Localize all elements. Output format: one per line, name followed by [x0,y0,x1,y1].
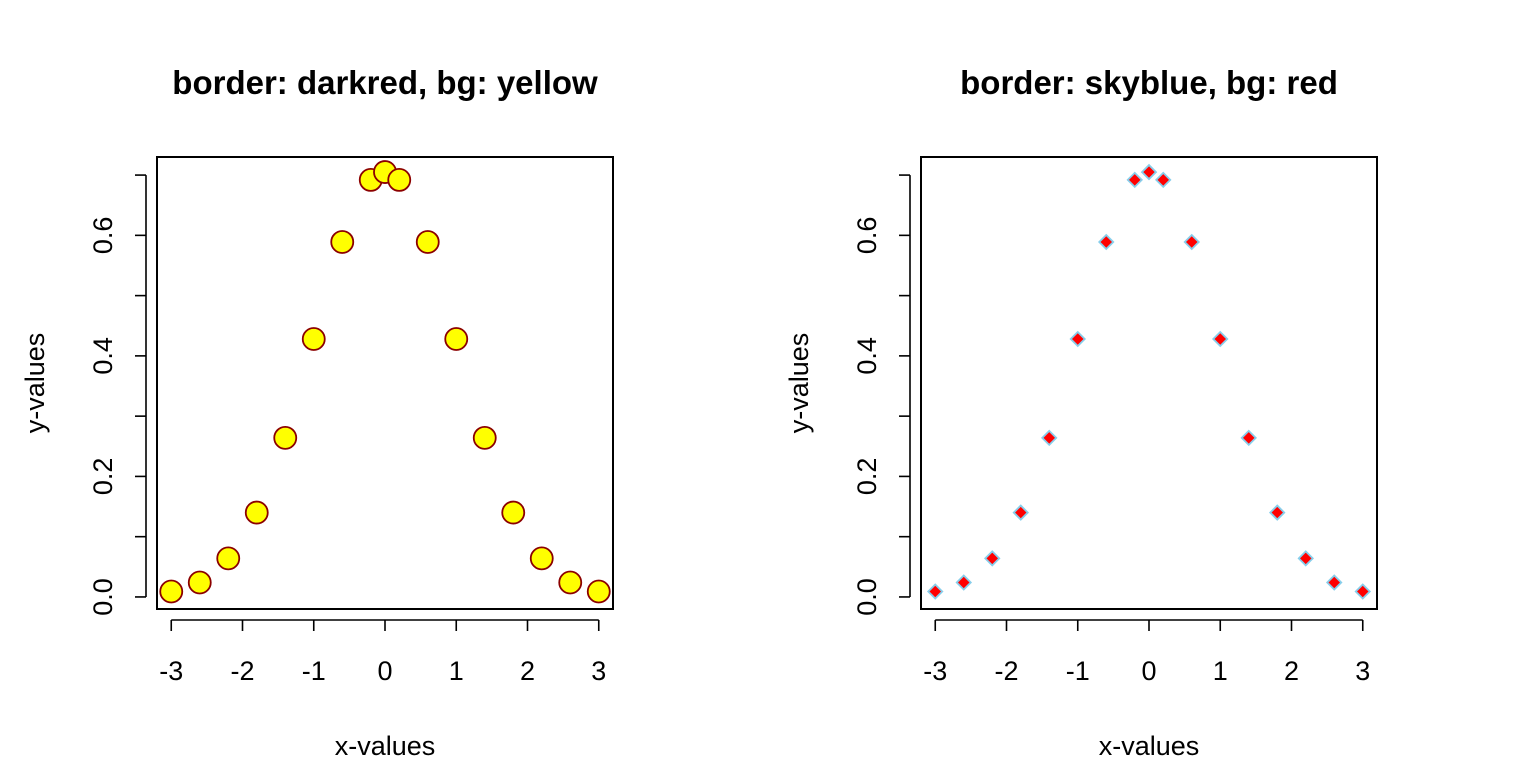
x-tick-label: -3 [159,656,183,686]
data-point [926,583,944,600]
data-point [330,230,355,254]
data-point [1268,504,1286,521]
x-tick-label: -1 [1066,656,1090,686]
x-tick-label: -3 [923,656,947,686]
data-point [1069,330,1087,348]
x-tick-label: 3 [1355,656,1370,686]
data-point [983,550,1001,567]
data-point [501,500,526,525]
data-point [444,327,469,351]
data-point [1140,163,1158,181]
y-tick-label: 0.0 [88,578,118,616]
plot-frame [920,156,1378,610]
data-point [1012,504,1030,521]
data-point [529,546,554,571]
data-point [1297,550,1315,567]
y-tick-label: 0.6 [852,217,882,255]
plot-frame [156,156,614,610]
x-axis: -3 -2 -1 0 1 2 3 [159,619,606,686]
data-point [244,500,269,525]
y-tick-label: 0.4 [88,337,118,375]
y-tick-label: 0.0 [852,578,882,616]
data-point [586,579,611,604]
data-point [387,168,412,192]
y-tick-label: 0.6 [88,217,118,255]
x-tick-label: 0 [1141,656,1156,686]
y-axis: 0.0 0.2 0.4 0.6 [852,174,911,616]
data-point [1354,583,1372,600]
data-point [472,425,497,450]
x-tick-label: 0 [377,656,392,686]
scatter-panel-left: border: darkred, bg: yellow x-values y-v… [20,64,614,761]
data-point [216,546,241,571]
x-tick-label: 3 [591,656,606,686]
data-points [159,160,611,604]
chart-title: border: skyblue, bg: red [960,64,1338,101]
data-point [301,327,326,351]
data-point [1097,233,1115,251]
y-axis-label: y-values [784,333,814,434]
y-tick-label: 0.2 [852,458,882,496]
data-point [1211,330,1229,348]
data-point [558,570,583,595]
data-point [273,425,298,450]
scatter-panel-right: border: skyblue, bg: red x-values y-valu… [784,64,1378,761]
x-tick-label: -2 [230,656,254,686]
x-tick-label: 1 [1213,656,1228,686]
data-point [1040,429,1058,447]
y-tick-label: 0.2 [88,458,118,496]
data-point [1325,574,1343,591]
x-tick-label: 2 [1284,656,1299,686]
x-axis: -3 -2 -1 0 1 2 3 [923,619,1370,686]
x-tick-label: 2 [520,656,535,686]
data-point [415,230,440,254]
data-point [1154,171,1172,189]
x-tick-label: 1 [449,656,464,686]
data-point [1183,233,1201,251]
x-axis-label: x-values [1099,731,1200,761]
chart-title: border: darkred, bg: yellow [172,64,598,101]
y-axis-label: y-values [20,333,50,434]
data-points [926,163,1372,600]
x-tick-label: -2 [994,656,1018,686]
data-point [187,570,212,595]
data-point [955,574,973,591]
x-axis-label: x-values [335,731,436,761]
x-tick-label: -1 [302,656,326,686]
data-point [1126,171,1144,189]
y-tick-label: 0.4 [852,337,882,375]
data-point [1240,429,1258,447]
data-point [159,579,184,604]
y-axis: 0.0 0.2 0.4 0.6 [88,174,147,616]
